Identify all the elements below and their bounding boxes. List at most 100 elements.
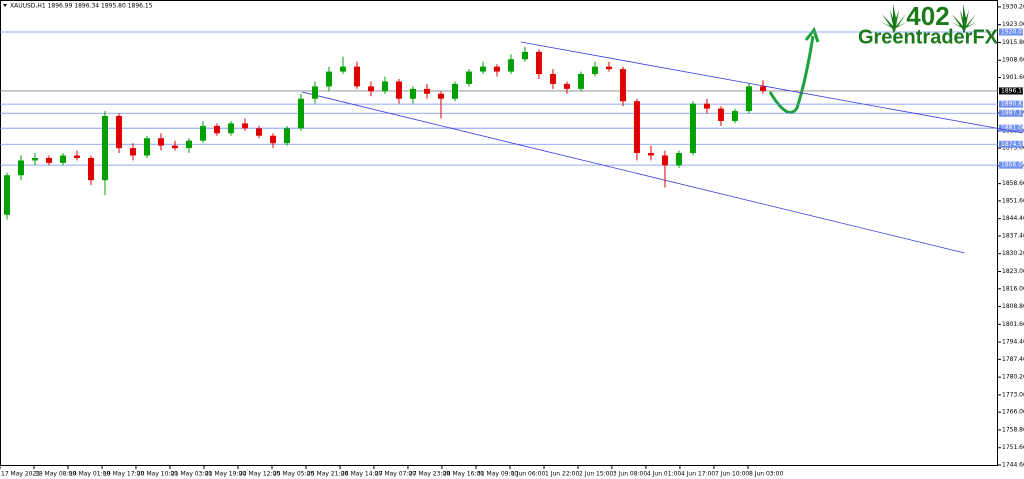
leaf-icon [881, 4, 977, 34]
candle-body [633, 101, 640, 154]
x-tick-label: 4 Jun 01:00 [647, 471, 681, 478]
logo-number: 402 [906, 1, 949, 31]
x-tick-label: 18 May 08:00 [35, 471, 76, 478]
level-label: 1887.12 [1001, 110, 1024, 117]
y-tick-label: 1801.60 [1002, 321, 1024, 328]
x-tick-label: 2 Jun 15:00 [579, 471, 613, 478]
candle-body [59, 155, 66, 163]
y-tick-label: 1873.00 [1002, 145, 1024, 152]
candle-body [619, 69, 626, 102]
current-price-label: 1896.15 [1001, 87, 1024, 94]
candle-body [199, 125, 206, 141]
candle-body [129, 148, 136, 156]
x-tick-label: 25 May 21:00 [307, 471, 348, 478]
level-label: 1874.55 [1001, 141, 1024, 148]
y-tick-label: 1823.00 [1002, 268, 1024, 275]
candle-body [605, 66, 612, 70]
candle-body [689, 103, 696, 154]
candle-body [507, 59, 514, 72]
candle-body [269, 135, 276, 144]
y-tick-label: 1744.60 [1002, 462, 1024, 469]
candle-body [395, 81, 402, 99]
x-tick-label: 25 May 05:00 [273, 471, 314, 478]
x-tick-label: 19 May 01:00 [69, 471, 110, 478]
x-tick-label: 27 May 23:00 [409, 471, 450, 478]
y-tick-label: 1758.80 [1002, 426, 1024, 433]
x-tick-label: 19 May 17:00 [103, 471, 144, 478]
header-icon [3, 4, 7, 7]
y-tick-label: 1930.20 [1002, 3, 1024, 10]
candle-body [45, 157, 52, 163]
candle-body [3, 175, 10, 215]
logo-name: GreentraderFX [858, 26, 999, 48]
y-tick-label: 1837.40 [1002, 232, 1024, 239]
candle-body [409, 88, 416, 99]
candle-body [339, 66, 346, 72]
x-tick-label: 21 May 19:00 [205, 471, 246, 478]
candle-body [675, 153, 682, 166]
candle-body [241, 123, 248, 129]
candle-body [73, 155, 80, 158]
candle-body [577, 74, 584, 89]
candle-body [717, 108, 724, 121]
y-tick-label: 1915.80 [1002, 39, 1024, 46]
x-tick-label: 31 May 09:00 [477, 471, 518, 478]
candle-body [423, 88, 430, 94]
candle-body [115, 116, 122, 149]
level-tag [999, 28, 1023, 36]
level-tag [999, 100, 1023, 108]
y-tick-label: 1858.60 [1002, 180, 1024, 187]
candle-body [157, 138, 164, 146]
x-tick-label: 1 Jun 22:00 [545, 471, 579, 478]
candle-body [367, 86, 374, 92]
level-tag [999, 161, 1023, 169]
x-tick-label: 26 May 14:00 [341, 471, 382, 478]
y-tick-label: 1908.60 [1002, 57, 1024, 64]
y-tick-label: 1851.60 [1002, 197, 1024, 204]
candle-body [255, 128, 262, 136]
level-tag [999, 124, 1023, 132]
trend-line [520, 41, 1024, 134]
logo: 402 GreentraderFX [858, 1, 999, 48]
x-tick-label: 21 May 03:00 [171, 471, 212, 478]
level-tag [999, 109, 1023, 117]
candle-body [213, 125, 220, 134]
candle-body [451, 83, 458, 99]
candle-body [185, 140, 192, 149]
candle-body [465, 71, 472, 84]
candle-body [227, 123, 234, 134]
x-tick-label: 17 May 2021 [1, 471, 40, 478]
y-tick-label: 1901.60 [1002, 74, 1024, 81]
candle-body [17, 160, 24, 176]
candle-body [591, 66, 598, 75]
candle-body [325, 71, 332, 87]
level-label: 1890.81 [1001, 101, 1024, 108]
trend-line [302, 91, 965, 254]
candle-body [297, 98, 304, 129]
y-tick-label: 1766.00 [1002, 409, 1024, 416]
y-tick-label: 1780.20 [1002, 374, 1024, 381]
candle-body [311, 86, 318, 99]
candle-body [549, 74, 556, 84]
y-tick-label: 1844.40 [1002, 215, 1024, 222]
symbol-header: XAUUSD,H1 1896.99 1896.34 1895.80 1896.1… [3, 3, 153, 10]
y-tick-label: 1751.60 [1002, 444, 1024, 451]
candle-body [493, 66, 500, 72]
candle-body [283, 128, 290, 144]
candle-body [143, 138, 150, 156]
candle-body [703, 103, 710, 109]
candle-body [353, 66, 360, 87]
candle-body [31, 157, 38, 161]
x-tick-label: 8 Jun 03:00 [749, 471, 783, 478]
candle-body [661, 155, 668, 166]
candle-body [521, 51, 528, 60]
candle-body [759, 86, 766, 91]
candle-body [381, 81, 388, 92]
current-price-tag [999, 87, 1023, 95]
candle-body [647, 153, 654, 156]
candle-body [479, 66, 486, 72]
y-tick-label: 1787.40 [1002, 356, 1024, 363]
y-tick-label: 1794.40 [1002, 339, 1024, 346]
y-tick-label: 1923.00 [1002, 21, 1024, 28]
